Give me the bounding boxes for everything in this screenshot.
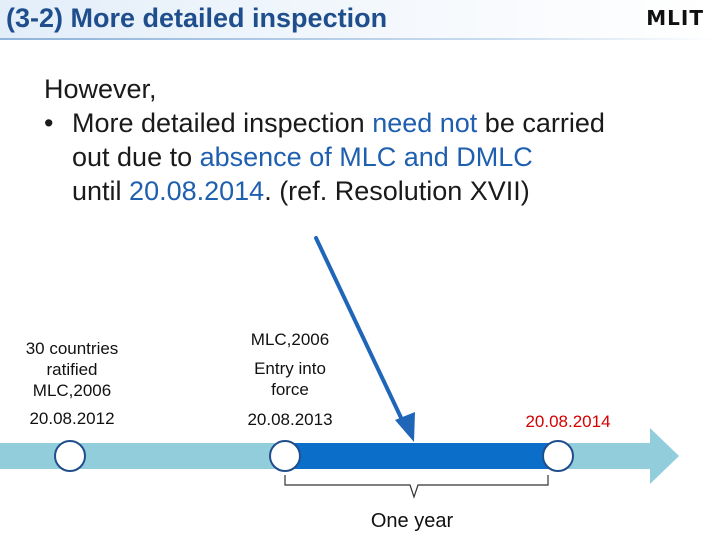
event-circle-2012 <box>54 440 86 472</box>
event-date: 20.08.2014 <box>525 412 611 431</box>
line1-text-end: be carried <box>477 108 605 138</box>
line1-text: More detailed inspection <box>72 108 373 138</box>
body-text: However, • More detailed inspection need… <box>44 72 714 208</box>
event-text-line: 30 countries <box>25 339 119 358</box>
pointer-arrow-line <box>314 236 406 426</box>
one-year-brace <box>284 475 549 499</box>
line2-highlight: absence of MLC and DMLC <box>199 142 533 172</box>
mlit-logo: MLIT <box>646 6 704 30</box>
event-text-line: MLC,2006 <box>32 381 112 400</box>
line2-text: out due to <box>72 142 200 172</box>
event-text-line: Entry into <box>254 359 326 378</box>
event-text-line: ratified <box>46 360 98 379</box>
line3-text: until <box>72 176 130 206</box>
pointer-arrowhead-icon <box>395 412 415 442</box>
event-date: 20.08.2012 <box>29 409 115 428</box>
line1-highlight: need not <box>372 108 478 138</box>
page-title: (3-2) More detailed inspection <box>6 3 388 33</box>
bullet-icon: • <box>44 108 54 138</box>
bullet-item: • More detailed inspection need not be c… <box>44 106 714 208</box>
event-label-2014: 20.08.2014 <box>508 411 628 432</box>
line3-highlight: 20.08.2014 <box>129 176 265 206</box>
line3-text-end: . (ref. Resolution XVII) <box>264 176 530 206</box>
title-bar: (3-2) More detailed inspection MLIT <box>0 0 720 40</box>
lead-text: However, <box>44 74 157 104</box>
event-circle-2014 <box>542 440 574 472</box>
event-date: 20.08.2013 <box>247 410 333 429</box>
event-circle-2013 <box>269 440 301 472</box>
event-text-line: MLC,2006 <box>250 330 330 349</box>
one-year-label: One year <box>370 510 454 532</box>
event-text-line: force <box>271 380 309 399</box>
event-label-2012: 30 countries ratified MLC,2006 20.08.201… <box>6 338 138 429</box>
one-year-bar <box>285 443 558 469</box>
event-label-2013: MLC,2006 Entry into force 20.08.2013 <box>226 329 354 430</box>
